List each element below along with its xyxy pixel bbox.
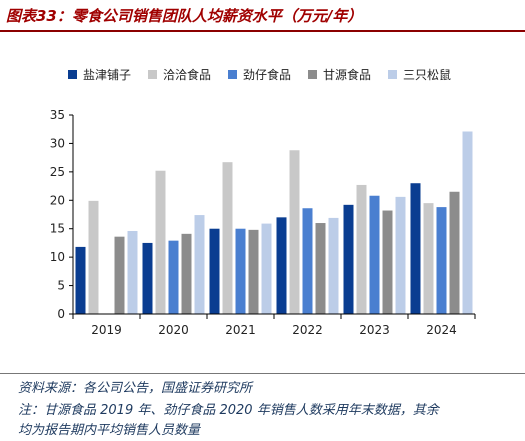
chart-footer: 资料来源：各公司公告，国盛证券研究所 注：甘源食品 2019 年、劲仔食品 20… (0, 373, 525, 441)
legend-swatch (68, 70, 77, 79)
bar (127, 230, 138, 314)
bar (289, 150, 300, 314)
x-tick-label: 2020 (158, 323, 189, 337)
x-tick-label: 2022 (292, 323, 323, 337)
legend-swatch (228, 70, 237, 79)
bar (155, 170, 166, 314)
legend-label: 劲仔食品 (243, 67, 291, 82)
y-tick-label: 15 (50, 222, 65, 236)
bar (142, 242, 153, 314)
bar-group (75, 131, 473, 314)
title-bar: 图表33：零食公司销售团队人均薪资水平（万元/年） (0, 0, 525, 32)
y-tick-label: 25 (50, 165, 65, 179)
bar (382, 210, 393, 314)
footnote-line-2: 均为报告期内平均销售人员数量 (18, 423, 201, 438)
bar (395, 196, 406, 314)
y-tick-label: 35 (50, 108, 65, 122)
bar (181, 233, 192, 314)
legend-label: 甘源食品 (323, 67, 371, 82)
footnote-line-1: 注：甘源食品 2019 年、劲仔食品 2020 年销售人数采用年末数据，其余 (18, 403, 439, 418)
y-tick-label: 0 (57, 307, 65, 321)
bar (194, 215, 205, 314)
bar (75, 246, 86, 314)
bar (449, 191, 460, 314)
source-note: 资料来源：各公司公告，国盛证券研究所 (18, 381, 253, 396)
bar (343, 204, 354, 314)
chart-title: 图表33：零食公司销售团队人均薪资水平（万元/年） (6, 7, 363, 25)
legend-swatch (148, 70, 157, 79)
bar (261, 223, 272, 314)
bar (276, 217, 287, 314)
bar-chart: 盐津铺子 洽洽食品 劲仔食品 甘源食品 三只松鼠 0 5 10 15 20 25 30 35 2019 2… (50, 67, 476, 337)
y-tick-label: 20 (50, 193, 65, 207)
bar (88, 200, 99, 314)
bar (235, 228, 246, 314)
chart-legend: 盐津铺子 洽洽食品 劲仔食品 甘源食品 三只松鼠 (68, 67, 451, 82)
bar (369, 195, 380, 314)
bar (423, 203, 434, 314)
bar (328, 217, 339, 314)
x-tick-label: 2021 (225, 323, 256, 337)
bar (302, 208, 313, 314)
legend-label: 洽洽食品 (163, 67, 211, 82)
legend-label: 三只松鼠 (403, 68, 451, 82)
bar (356, 184, 367, 314)
legend-swatch (388, 70, 397, 79)
bar (315, 223, 326, 314)
bar (209, 228, 220, 314)
legend-swatch (308, 70, 317, 79)
legend-label: 盐津铺子 (83, 68, 131, 82)
bar (436, 207, 447, 314)
bar (222, 162, 233, 314)
y-tick-label: 5 (57, 279, 65, 293)
bar (410, 183, 421, 314)
bar (248, 229, 259, 314)
chart-axes: 0 5 10 15 20 25 30 35 2019 2020 2021 2022 2023 2024 (50, 108, 476, 337)
y-tick-label: 10 (50, 250, 65, 264)
bar (462, 131, 473, 314)
bar (114, 236, 125, 314)
x-tick-label: 2019 (91, 323, 122, 337)
bar (168, 240, 179, 314)
y-tick-label: 30 (50, 136, 65, 150)
x-tick-label: 2023 (359, 323, 390, 337)
x-tick-label: 2024 (426, 323, 457, 337)
